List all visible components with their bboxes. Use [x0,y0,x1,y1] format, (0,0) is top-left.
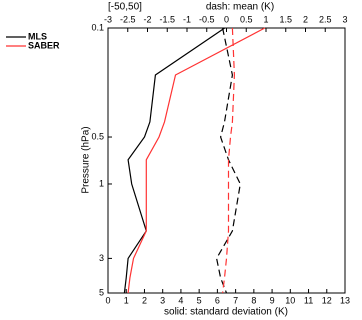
x2-tick-label: 1 [263,14,268,24]
y-tick-label: 1 [99,178,104,188]
x-tick-label: 8 [251,295,256,305]
x-tick-label: 1 [124,295,129,305]
x-tick-label: 4 [178,295,183,305]
y-tick-label: 0.1 [91,22,104,32]
x2-tick-label: -2.5 [120,14,136,24]
std-line [127,27,266,294]
y-tick-label: 3 [99,253,104,263]
x-tick-label: 13 [340,295,350,305]
x2-tick-label: 2 [303,14,308,24]
x2-tick-label: -3 [104,14,112,24]
x2-tick-label: -1 [183,14,191,24]
x-tick-label: 9 [270,295,275,305]
x-tick-label: 0 [105,295,110,305]
legend-label: MLS [28,31,47,41]
x2-tick-label: 3 [342,14,347,24]
x-tick-label: 2 [142,295,147,305]
y-axis-label: Pressure (hPa) [81,126,92,193]
x2-tick-label: 1.5 [279,14,292,24]
x2-tick-label: 0 [224,14,229,24]
std-line [123,27,226,294]
x2-tick-label: 2.5 [319,14,332,24]
top-range-label: [-50,50] [108,2,142,13]
x-tick-label: 11 [304,295,313,305]
legend-label: SABER [28,40,60,50]
x2-tick-label: -0.5 [199,14,215,24]
mean-line [222,27,236,294]
x2-tick-label: -2 [143,14,151,24]
x-tick-label: 6 [215,295,220,305]
y-tick-label: 5 [99,287,104,297]
x-tick-label: 7 [233,295,238,305]
mean-line [215,27,241,294]
x2-tick-label: 0.5 [240,14,253,24]
x-tick-label: 12 [322,295,332,305]
x-tick-label: 3 [160,295,165,305]
y-tick-label: 0.5 [91,131,104,141]
x-axis-label: solid: standard deviation (K) [164,307,288,318]
x-tick-label: 10 [285,295,295,305]
x2-tick-label: -1.5 [159,14,175,24]
x-tick-label: 5 [197,295,202,305]
x2-axis-label: dash: mean (K) [206,2,274,13]
